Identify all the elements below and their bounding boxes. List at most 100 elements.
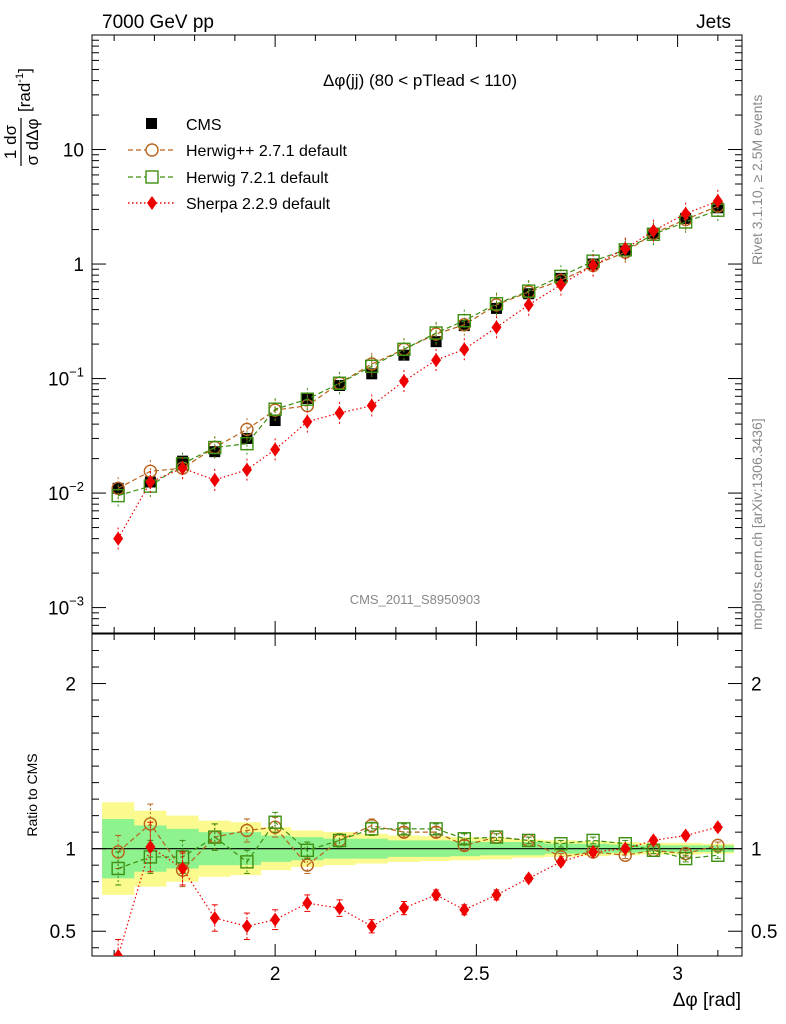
sherpa-point-12 [491,320,502,335]
herwig7-ratio-point-4 [240,855,254,869]
herwig7-point-3 [208,440,222,455]
y-tick-exp-2: −1 [69,365,84,380]
sherpa-point-7 [334,406,345,421]
herwig7-point-8 [365,359,379,373]
y-tick-label-3: 1 [73,255,84,276]
sherpa-ratio-point-3 [209,911,220,926]
sherpa-ratio-point-5 [270,912,281,927]
sherpa-point-18 [680,206,691,221]
legend-label-herwig7: Herwig 7.2.1 default [186,170,329,187]
sherpa-ratio-point-8 [366,919,377,934]
sherpa-point-1 [145,474,156,489]
sherpa-ratio-point-4 [241,919,252,934]
sherpa-ratio-point-16 [620,841,631,856]
ylabel-unit: [rad-1] [14,68,34,112]
ratio-y-tick-label-right-2: 2 [751,675,762,696]
legend: CMS Herwig++ 2.7.1 default Herwig 7.2.1 … [128,117,348,213]
sherpa-ratio-point-11 [459,902,470,917]
ylabel-denominator: σ dΔφ [23,118,42,165]
herwig7-ratio-point-18 [678,851,693,866]
main-y-axis-label: 1 dσ σ dΔφ [rad-1] [1,68,42,166]
legend-marker-cms [146,118,157,129]
sherpa-ratio-point-10 [431,887,442,902]
ratio-y-axis-label: Ratio to CMS [24,753,40,836]
herwigpp-point-7 [332,376,347,390]
sherpa-ratio-point-14 [555,854,566,869]
herwig7-point-9 [397,342,411,357]
herwig7-ratio-point-6 [300,843,315,858]
ratio-series-group [111,803,725,956]
y-tick-label-2: 10−1 [48,365,84,391]
herwig7-ratio-point-10 [429,822,443,836]
y-tick-exp-1: −2 [69,479,84,494]
cms-point-11 [458,320,470,332]
mcplots-label: mcplots.cern.ch [arXiv:1306.3436] [749,418,765,630]
herwig7-ratio-point-19 [711,848,725,862]
sherpa-ratio-point-12 [491,887,502,902]
herwig7-point-0 [111,488,125,503]
y-tick-label-4: 10 [63,141,84,162]
herwig7-ratio-point-11 [457,832,471,846]
main-panel-frame [91,34,743,634]
sherpa-ratio-line [117,826,719,956]
legend-label-sherpa: Sherpa 2.2.9 default [186,196,331,213]
header-energy: 7000 GeV pp [102,12,214,33]
ylabel-unit-sup: -1 [14,73,26,83]
herwigpp-ratio-point-1 [143,817,158,831]
header-jets: Jets [696,12,731,33]
ylabel-numerator: 1 dσ [1,124,20,159]
y-tick-exp-0: −3 [69,594,84,609]
herwig7-ratio-point-9 [397,822,411,836]
herwig7-point-13 [521,284,536,298]
sherpa-point-8 [366,398,377,413]
herwig7-ratio-point-0 [111,861,125,876]
sherpa-point-15 [588,258,599,273]
sherpa-point-6 [302,414,313,429]
herwig7-point-6 [300,392,315,406]
ratio-y-tick-label-1: 1 [65,840,76,861]
herwigpp-ratio-point-7 [332,833,347,848]
sherpa-point-13 [523,297,534,312]
herwig7-ratio-point-5 [268,815,282,829]
cms-point-10 [430,336,442,348]
sherpa-point-0 [113,531,124,546]
sherpa-point-3 [209,473,220,488]
sherpa-ratio-point-0 [113,949,124,956]
sherpa-ratio-point-13 [523,871,534,886]
x-tick-label-3: 3 [672,964,683,985]
herwig7-ratio-point-14 [554,837,568,851]
sherpa-ratio-point-9 [398,901,409,916]
herwig7-ratio-point-12 [489,830,504,844]
legend-marker-herwig7 [145,170,159,184]
sherpa-point-14 [555,277,566,292]
legend-marker-sherpa [147,196,157,210]
herwig7-point-10 [429,326,443,340]
cms-point-6 [301,392,313,404]
herwig7-ratio-point-8 [365,822,379,836]
herwig7-ratio-point-13 [521,833,536,848]
herwigpp-point-4 [240,422,254,437]
sherpa-point-2 [177,461,188,476]
legend-label-cms: CMS [186,117,222,134]
ratio-panel-frame [91,633,743,957]
x-tick-label-2: 2 [270,964,281,985]
sherpa-point-10 [431,353,442,368]
sherpa-point-11 [459,342,470,357]
sherpa-ratio-point-18 [680,828,691,843]
sherpa-point-19 [712,194,723,209]
sherpa-ratio-point-15 [588,844,599,859]
ylabel-unit-close: ] [15,68,34,73]
sherpa-point-17 [648,223,659,238]
sherpa-ratio-point-17 [648,833,659,848]
ratio-y-tick-label-right-0: 0.5 [751,922,777,943]
herwig7-point-7 [332,376,347,390]
cms-point-3 [209,446,221,458]
data-series [111,189,725,956]
herwigpp-ratio-point-6 [300,858,315,872]
uncertainty-bands [92,802,742,895]
analysis-watermark: CMS_2011_S8950903 [350,592,481,607]
main-series-group [111,189,725,550]
herwig7-point-4 [240,436,254,451]
sherpa-point-5 [270,442,281,457]
